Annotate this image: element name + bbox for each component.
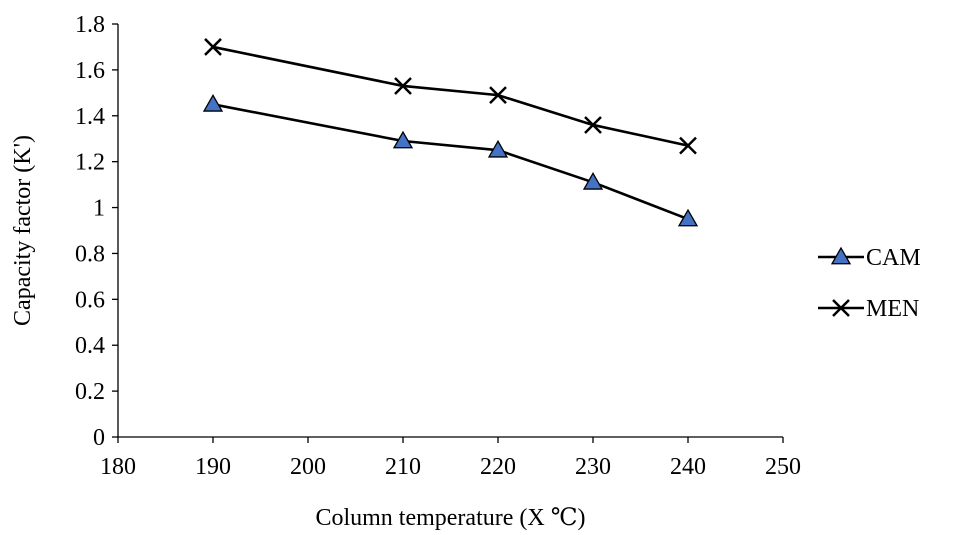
x-marker-stroke: [832, 299, 850, 317]
x-marker-stroke: [204, 38, 222, 56]
data-point-cam: [582, 172, 604, 190]
x-tick-label: 180: [100, 454, 136, 480]
data-point-cam: [392, 130, 414, 149]
series-layer: [202, 38, 699, 227]
legend-marker-men: [832, 299, 850, 317]
series-line-men: [212, 45, 689, 147]
y-tick-label: 0.6: [75, 287, 105, 313]
y-axis-ticks: 0 0.2 0.4 0.6 0.8 1 1.2 1.4 1.6 1.8: [75, 12, 118, 451]
series-line-cam: [212, 103, 689, 221]
x-tick-label: 200: [290, 454, 326, 480]
y-axis-title: Capacity factor (K'): [10, 135, 36, 326]
legend: CAM MEN: [818, 245, 921, 322]
data-point-men: [204, 38, 222, 56]
x-tick-label: 220: [480, 454, 516, 480]
y-tick-label: 0.2: [75, 379, 105, 405]
data-point-men: [489, 86, 507, 105]
data-point-cam: [677, 208, 699, 227]
x-marker-stroke: [584, 116, 602, 134]
y-tick-label: 0.4: [75, 333, 105, 359]
legend-marker-cam: [830, 246, 852, 265]
data-point-men: [394, 77, 412, 95]
y-tick-label: 1.6: [75, 58, 105, 84]
data-point-men: [584, 116, 602, 134]
y-tick-label: 1.4: [75, 104, 105, 130]
x-tick-label: 230: [575, 454, 611, 480]
legend-label-cam: CAM: [866, 245, 921, 271]
y-tick-label: 1: [93, 196, 105, 222]
x-marker-stroke: [489, 86, 507, 105]
x-marker-stroke: [679, 136, 697, 155]
data-point-cam: [202, 93, 224, 112]
data-point-men: [679, 136, 697, 155]
y-tick-label: 0: [93, 425, 105, 451]
x-tick-label: 190: [195, 454, 231, 480]
data-point-cam: [487, 139, 509, 158]
y-tick-label: 0.8: [75, 241, 105, 267]
legend-label-men: MEN: [866, 296, 919, 322]
x-tick-label: 240: [670, 454, 706, 480]
x-marker-stroke: [394, 77, 412, 95]
x-axis-title: Column temperature (X ℃): [315, 505, 585, 531]
x-axis-ticks: 180 190 200 210 220 230 240 250: [100, 437, 801, 480]
x-tick-label: 250: [765, 454, 801, 480]
x-tick-label: 210: [385, 454, 421, 480]
y-tick-label: 1.2: [75, 150, 105, 176]
y-tick-label: 1.8: [75, 12, 105, 38]
